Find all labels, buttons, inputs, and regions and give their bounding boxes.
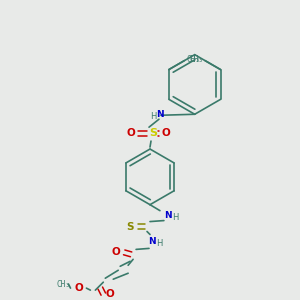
Text: O: O	[161, 128, 170, 138]
Text: S: S	[126, 221, 134, 232]
Text: O: O	[74, 283, 83, 293]
Text: H: H	[150, 112, 156, 121]
Text: S: S	[149, 128, 157, 138]
Text: CH₃: CH₃	[186, 55, 200, 64]
Text: O: O	[112, 248, 121, 257]
Text: CH₃: CH₃	[189, 55, 203, 64]
Text: O: O	[106, 289, 115, 299]
Text: H: H	[172, 213, 178, 222]
Text: N: N	[156, 110, 164, 119]
Text: H: H	[156, 239, 162, 248]
Text: CH₃: CH₃	[57, 280, 70, 289]
Text: O: O	[127, 128, 136, 138]
Text: N: N	[148, 237, 156, 246]
Text: N: N	[164, 211, 172, 220]
